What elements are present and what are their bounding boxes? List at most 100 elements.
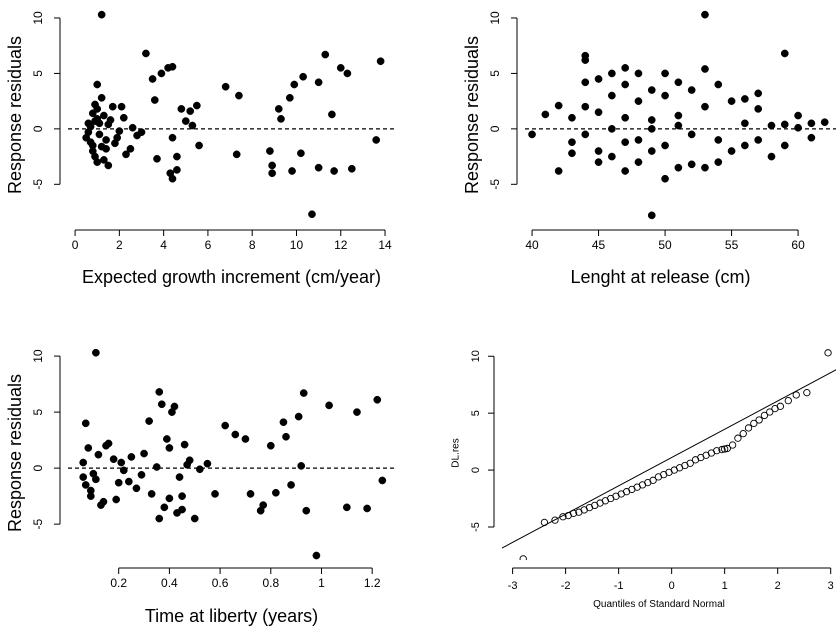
point: [160, 503, 169, 512]
point: [741, 95, 749, 103]
point: [282, 432, 290, 441]
point: [94, 450, 103, 459]
y-tick-label: 0: [31, 125, 45, 132]
point: [674, 111, 683, 120]
point: [594, 147, 603, 155]
panel: -5 0 5 10 DL.res -3 -2 -1 0 1 2 3 Quantiles of Stand…: [451, 349, 836, 610]
panel: -5 0 5 10 Response residuals 0 2 4 6 8 10 12 14 Expec…: [5, 10, 395, 287]
point: [142, 49, 150, 58]
point: [674, 78, 683, 87]
point: [266, 441, 275, 450]
point: [147, 490, 156, 498]
point: [647, 211, 656, 220]
point: [314, 78, 323, 87]
point: [241, 435, 250, 443]
plot-area: [68, 10, 395, 219]
point: [86, 486, 95, 495]
point: [568, 113, 576, 122]
y-tick-label: 10: [31, 349, 45, 363]
point: [373, 395, 382, 404]
point: [661, 91, 669, 100]
point: [193, 101, 201, 110]
point: [88, 147, 97, 155]
point: [274, 105, 283, 113]
point: [88, 109, 97, 118]
point: [84, 444, 93, 452]
point: [634, 136, 643, 144]
point: [727, 97, 736, 105]
point: [687, 160, 696, 169]
x-tick-label: -1: [614, 580, 624, 592]
point: [108, 102, 117, 111]
point: [86, 138, 95, 147]
point: [714, 158, 723, 166]
point: [157, 400, 166, 409]
point: [794, 111, 802, 120]
point: [378, 476, 387, 485]
point: [568, 138, 576, 147]
x-axis-title: Lenght at release (cm): [570, 267, 750, 287]
point: [551, 516, 559, 524]
point: [97, 10, 106, 19]
point: [312, 551, 321, 560]
point: [661, 141, 669, 150]
x-tick-label: 55: [725, 238, 739, 252]
point: [554, 167, 563, 175]
point: [608, 91, 616, 100]
point: [102, 136, 110, 144]
point: [342, 503, 351, 512]
y-axis-title: DL.res: [451, 438, 462, 467]
x-tick-label: 1.2: [364, 576, 381, 590]
point: [152, 463, 161, 471]
point: [81, 419, 90, 428]
point: [744, 424, 753, 432]
point: [780, 49, 789, 58]
y-tick-label: 5: [470, 410, 482, 416]
point: [540, 518, 549, 527]
point: [674, 163, 683, 172]
point: [621, 167, 630, 175]
y-tick-label: 0: [488, 125, 502, 132]
point: [119, 466, 128, 475]
point: [188, 121, 197, 130]
point: [634, 158, 643, 166]
point: [792, 391, 800, 399]
point: [268, 161, 276, 170]
point: [178, 492, 186, 500]
point: [92, 348, 100, 357]
point: [741, 119, 749, 128]
y-axis-title: Response residuals: [462, 36, 482, 194]
point: [100, 156, 108, 164]
point: [140, 449, 148, 458]
point: [741, 141, 749, 150]
point: [803, 389, 811, 397]
point: [559, 513, 567, 521]
point: [754, 89, 763, 98]
x-tick-label: -2: [561, 580, 571, 592]
point: [594, 108, 603, 117]
point: [687, 130, 696, 139]
point: [168, 62, 177, 71]
point: [302, 506, 311, 515]
point: [328, 110, 336, 119]
point: [754, 136, 763, 144]
point: [137, 128, 146, 137]
point: [119, 113, 128, 122]
point: [93, 80, 102, 89]
point: [186, 107, 195, 115]
point: [153, 154, 161, 163]
point: [621, 80, 630, 89]
point: [661, 174, 669, 183]
point: [343, 69, 352, 78]
point: [288, 167, 296, 175]
point: [634, 69, 643, 78]
point: [820, 118, 829, 127]
point: [109, 455, 118, 464]
point: [686, 459, 694, 467]
point: [126, 144, 135, 153]
x-axis-title: Time at liberty (years): [145, 606, 318, 626]
point: [594, 158, 603, 166]
point: [163, 435, 171, 443]
point: [168, 408, 176, 416]
